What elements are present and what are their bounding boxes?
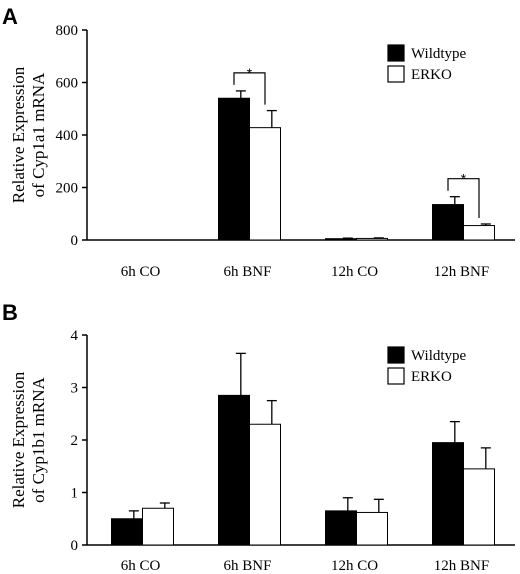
category-label: 6h CO [121, 264, 161, 280]
category-label: 12h CO [331, 558, 378, 574]
legend-swatch-erko [387, 65, 405, 83]
category-label: 12h BNF [434, 558, 489, 574]
bar-erko [249, 127, 281, 241]
y-tick-label: 0 [71, 538, 79, 554]
bar-wildtype [432, 204, 464, 241]
significance-star: * [247, 65, 253, 81]
y-axis-label-line: Relative Expression [9, 66, 28, 203]
significance-bracket [447, 178, 480, 218]
bar-erko [463, 225, 495, 241]
y-axis-label-line: of Cyp1a1 mRNA [29, 72, 48, 197]
legend-swatch-erko [387, 367, 405, 385]
bar-erko [356, 237, 388, 241]
bar-erko [463, 468, 495, 546]
bar-wildtype [218, 97, 250, 241]
legend-label-wildtype: Wildtype [411, 348, 467, 364]
panel-a-chart: 0 200 400 600 800 Relative Expressionof Cyp1a… [9, 23, 515, 280]
bar-wildtype [325, 238, 357, 241]
legend-label-wildtype: Wildtype [411, 46, 467, 62]
bar-erko [142, 507, 174, 546]
y-axis-label: Relative Expressionof Cyp1a1 mRNA [9, 66, 48, 203]
bar-erko [249, 423, 281, 546]
category-label: 12h BNF [434, 264, 489, 280]
legend-swatch-wildtype [387, 44, 405, 62]
panel-letter-b: B [2, 300, 18, 325]
panel-b-chart: 0 1 2 3 4 Relative Expressionof Cyp1b1 mRNA 6h… [9, 328, 515, 574]
category-label: 6h BNF [224, 264, 272, 280]
y-tick-label: 0 [71, 233, 79, 249]
bar-erko [356, 511, 388, 546]
panel-letter-a: A [2, 4, 18, 29]
category-label: 12h CO [331, 264, 378, 280]
y-tick-label: 600 [56, 76, 79, 92]
significance-star: * [461, 171, 467, 187]
bar-wildtype [218, 394, 250, 546]
legend-swatch-wildtype [387, 346, 405, 364]
y-tick-label: 800 [56, 23, 79, 39]
y-axis-label: Relative Expressionof Cyp1b1 mRNA [9, 371, 48, 508]
significance-bracket [233, 72, 266, 105]
bar-wildtype [325, 510, 357, 546]
y-tick-label: 2 [71, 433, 79, 449]
y-tick-label: 4 [71, 328, 79, 344]
bar-wildtype [111, 518, 143, 546]
y-axis-label-line: Relative Expression [9, 371, 28, 508]
category-label: 6h BNF [224, 558, 272, 574]
legend-label-erko: ERKO [411, 369, 452, 385]
y-tick-label: 3 [71, 381, 79, 397]
bar-wildtype [432, 442, 464, 546]
category-label: 6h CO [121, 558, 161, 574]
legend-label-erko: ERKO [411, 67, 452, 83]
y-tick-label: 200 [56, 181, 79, 197]
y-tick-label: 1 [71, 486, 79, 502]
y-tick-label: 400 [56, 128, 79, 144]
y-axis-label-line: of Cyp1b1 mRNA [29, 376, 48, 502]
